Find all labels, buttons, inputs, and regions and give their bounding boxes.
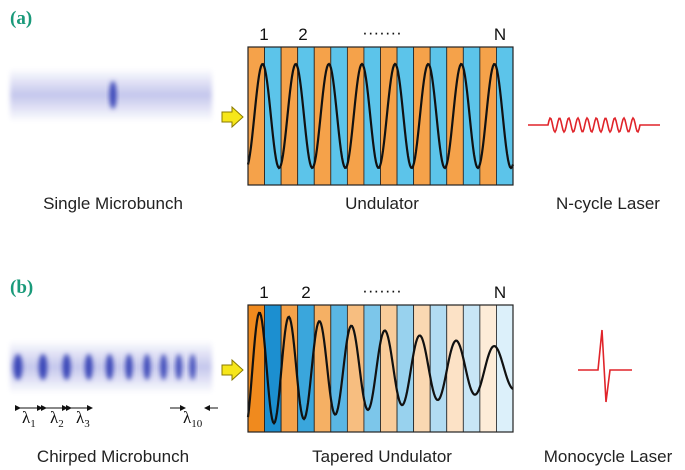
magnet [347,305,364,432]
magnet [314,47,331,185]
magnet [447,305,464,432]
period-mark: 2 [301,283,310,302]
microbunch [85,354,93,380]
microbunch [39,354,48,380]
period-mark: 1 [259,283,268,302]
magnet [381,305,398,432]
period-mark: ······· [362,23,402,42]
period-mark: N [494,25,506,44]
wavelength-label: λ2 [50,408,64,430]
laser-pulse [578,330,632,402]
microbunch [63,354,71,380]
period-mark: 1 [259,25,268,44]
magnet [480,47,497,185]
period-mark: 2 [298,25,307,44]
magnet [496,47,513,185]
magnet [364,305,381,432]
caption: N-cycle Laser [556,194,660,213]
panel-label: (a) [10,8,32,29]
microbunch [126,354,133,380]
microbunch [161,354,167,380]
microbunch [176,354,182,380]
magnet [281,47,298,185]
microbunch [106,354,113,380]
laser-pulse [528,118,660,132]
magnet [265,47,282,185]
magnet [331,47,348,185]
magnet [430,47,447,185]
magnet [381,47,398,185]
caption: Undulator [345,194,419,213]
magnet [248,47,265,185]
wavelength-label: λ1 [22,408,36,430]
arrow [222,107,243,127]
microbunch [14,354,23,380]
layout [10,47,660,432]
magnet [447,47,464,185]
magnet [463,47,480,185]
caption: Monocycle Laser [544,447,673,466]
period-mark: ······· [362,281,402,300]
microbunch [144,354,151,380]
magnet [480,305,497,432]
caption: Single Microbunch [43,194,183,213]
arrow [222,360,243,380]
magnet [347,47,364,185]
caption: Chirped Microbunch [37,447,189,466]
magnet [397,47,414,185]
panel-label: (b) [10,277,33,298]
caption: Tapered Undulator [312,447,452,466]
microbunch [190,354,195,380]
figure: (a) 1 2 ······· N Single Microbunch Undu… [0,0,685,470]
magnet [430,305,447,432]
magnet [298,47,315,185]
period-mark: N [494,283,506,302]
magnet [281,305,298,432]
microbunch [110,81,117,109]
magnet [414,47,431,185]
wavelength-label: λ10 [183,408,203,430]
wavelength-label: λ3 [76,408,90,430]
magnet [364,47,381,185]
